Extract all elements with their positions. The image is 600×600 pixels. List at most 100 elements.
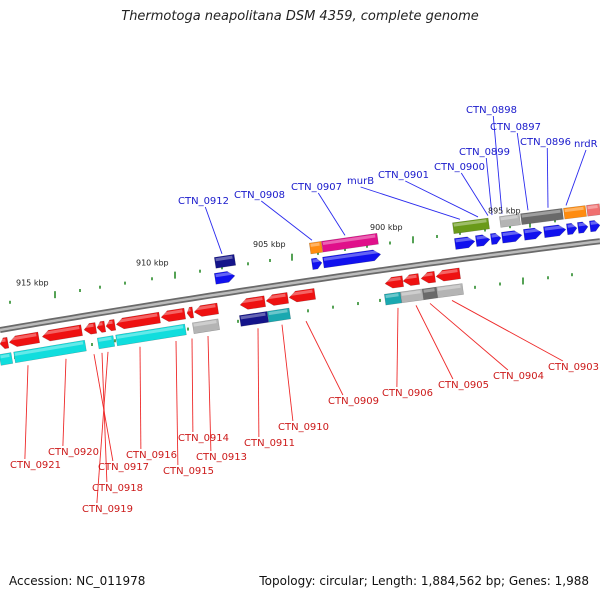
gene-body: [193, 302, 219, 317]
gene-arrow: [452, 217, 490, 234]
gene-label-bottom: CTN_0909: [328, 396, 379, 407]
gene-body: [523, 227, 543, 241]
gene-body: [475, 234, 491, 247]
kbp-label: 905 kbp: [253, 240, 286, 249]
backbone-highlight: [0, 239, 600, 332]
gene-arrow: [321, 232, 379, 253]
label-connectors: [24, 115, 587, 504]
gene-label-top: CTN_0908: [234, 190, 285, 201]
gene-arrow: [239, 311, 269, 327]
gene-label-bottom: CTN_0911: [244, 438, 295, 449]
gene-shine: [491, 233, 499, 238]
gene-label-top: CTN_0907: [291, 182, 342, 193]
gene-arrow: [41, 324, 83, 342]
gene-arrow: [402, 273, 420, 286]
gene-shine: [436, 269, 458, 275]
gene-label-top: CTN_0896: [520, 137, 571, 148]
gene-arrow: [0, 336, 10, 350]
gene-arrow: [265, 292, 289, 306]
gene-shine: [42, 326, 80, 336]
gene-arrow: [420, 271, 436, 284]
gene-arrow: [192, 318, 220, 334]
gene-shine: [322, 234, 376, 246]
gene-shine: [476, 235, 488, 240]
gene-label-bottom: CTN_0914: [178, 433, 229, 444]
gene-arrow: [13, 339, 87, 364]
gene-body: [239, 295, 266, 310]
gene-shine: [9, 333, 37, 341]
gene-shine: [524, 228, 540, 234]
gene-label-bottom: CTN_0917: [98, 462, 149, 473]
gene-arrow: [490, 232, 502, 245]
gene-arrow: [239, 295, 266, 310]
connector-top: [261, 200, 313, 241]
gene-label-bottom: CTN_0904: [493, 371, 544, 382]
gene-shine: [268, 309, 288, 316]
gene-body: [83, 322, 98, 335]
gene-body: [543, 224, 567, 238]
connector-bottom: [281, 324, 294, 422]
gene-shine: [116, 313, 158, 323]
gene-label-bottom: CTN_0905: [438, 380, 489, 391]
gene-shine: [421, 272, 433, 278]
gene-shine: [323, 250, 379, 261]
gene-arrow: [115, 311, 161, 330]
connector-bottom: [451, 300, 564, 362]
gene-arrow: [520, 208, 564, 225]
connector-top: [460, 172, 489, 216]
connector-top: [485, 157, 493, 216]
gene-arrow: [475, 234, 491, 247]
gene-arrow: [322, 249, 382, 269]
gene-arrow: [267, 307, 291, 323]
gene-label-bottom: CTN_0920: [48, 447, 99, 458]
gene-body: [0, 352, 14, 366]
gene-body: [0, 336, 10, 350]
kbp-label: 910 kbp: [136, 258, 169, 267]
gene-arrow: [523, 227, 543, 241]
gene-body: [321, 232, 379, 253]
gene-body: [13, 339, 87, 364]
gene-arrow: [589, 220, 600, 233]
gene-body: [265, 292, 289, 306]
connector-bottom: [62, 358, 67, 447]
topology-text: Topology: circular; Length: 1,884,562 bp…: [259, 574, 589, 588]
gene-label-top: CTN_0912: [178, 196, 229, 207]
gene-label-bottom: CTN_0903: [548, 362, 599, 373]
gene-body: [384, 275, 404, 289]
gene-body: [105, 319, 117, 332]
gene-shine: [14, 341, 84, 356]
gene-shine: [240, 297, 263, 304]
gene-shine: [98, 336, 112, 342]
gene-arrow: [384, 291, 402, 306]
gene-arrow: [543, 224, 567, 238]
gene-label-bottom: CTN_0916: [126, 450, 177, 461]
kbp-label: 895 kbp: [488, 207, 521, 216]
gene-arrow: [422, 286, 438, 301]
gene-body: [420, 271, 436, 284]
gene-shine: [587, 204, 598, 210]
gene-shine: [240, 312, 266, 320]
gene-shine: [0, 338, 6, 343]
gene-body: [586, 203, 600, 217]
gene-body: [115, 323, 187, 347]
gene-arrow: [160, 307, 186, 322]
gene-body: [288, 288, 316, 303]
connector-top: [492, 115, 503, 214]
gene-shine: [312, 258, 320, 263]
gene-label-bottom: CTN_0915: [163, 466, 214, 477]
gene-arrow: [499, 213, 521, 228]
gene-shine: [578, 222, 586, 227]
gene-arrow: [310, 257, 323, 270]
connector-bottom: [415, 305, 454, 380]
connector-top: [546, 147, 549, 208]
gene-body: [96, 335, 116, 350]
gene-body: [452, 217, 490, 234]
gene-body: [499, 213, 521, 228]
gene-shine: [215, 255, 233, 262]
gene-arrow: [96, 335, 116, 350]
gene-shine: [106, 320, 113, 325]
gene-arrow: [435, 267, 461, 282]
genome-backbone: [0, 238, 600, 333]
gene-body: [589, 220, 600, 233]
